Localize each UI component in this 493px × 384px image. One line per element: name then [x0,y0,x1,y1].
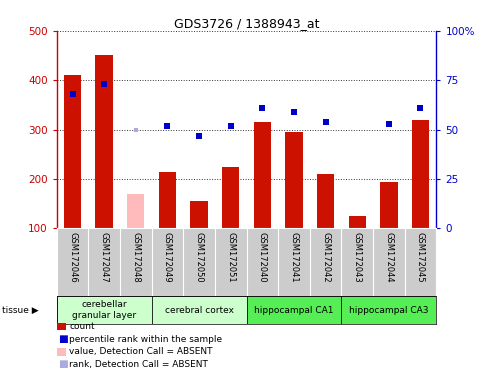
Point [164,122,172,129]
Point [69,91,76,97]
Text: GSM172048: GSM172048 [131,232,141,283]
Point [195,132,203,139]
Text: GSM172047: GSM172047 [100,232,108,283]
Bar [57,296,152,324]
Point [417,105,424,111]
Text: hippocampal CA1: hippocampal CA1 [254,306,334,314]
Bar [64,75,81,228]
Text: GSM172043: GSM172043 [352,232,362,283]
Bar [190,201,208,228]
Text: GSM172040: GSM172040 [258,232,267,283]
Point [290,109,298,115]
Point [100,81,108,87]
Text: cerebellar
granular layer: cerebellar granular layer [72,300,136,320]
Bar [341,296,436,324]
Text: GSM172045: GSM172045 [416,232,425,283]
Text: ■: ■ [58,334,68,344]
Bar [222,167,240,228]
Text: GSM172041: GSM172041 [289,232,298,283]
Bar [96,55,113,228]
Point [227,122,235,129]
Bar [253,122,271,228]
Bar [380,182,397,228]
Text: GSM172049: GSM172049 [163,232,172,283]
Text: GSM172044: GSM172044 [385,232,393,283]
Text: count: count [69,322,95,331]
Text: ■: ■ [58,359,68,369]
Bar [317,174,334,228]
Text: GSM172046: GSM172046 [68,232,77,283]
Bar [152,296,246,324]
Text: rank, Detection Call = ABSENT: rank, Detection Call = ABSENT [69,360,208,369]
Bar [246,296,341,324]
Text: percentile rank within the sample: percentile rank within the sample [69,334,222,344]
Point [385,121,393,127]
Text: GSM172051: GSM172051 [226,232,235,283]
Bar [285,132,303,228]
Text: value, Detection Call = ABSENT: value, Detection Call = ABSENT [69,347,212,356]
Text: GSM172050: GSM172050 [195,232,204,283]
Text: tissue ▶: tissue ▶ [2,306,39,314]
Bar [159,172,176,228]
Text: GSM172042: GSM172042 [321,232,330,283]
Point [132,127,140,133]
Title: GDS3726 / 1388943_at: GDS3726 / 1388943_at [174,17,319,30]
Bar [349,216,366,228]
Text: cerebral cortex: cerebral cortex [165,306,234,314]
Bar [127,194,144,228]
Bar [412,120,429,228]
Point [321,119,329,125]
Text: hippocampal CA3: hippocampal CA3 [349,306,428,314]
Point [258,105,266,111]
